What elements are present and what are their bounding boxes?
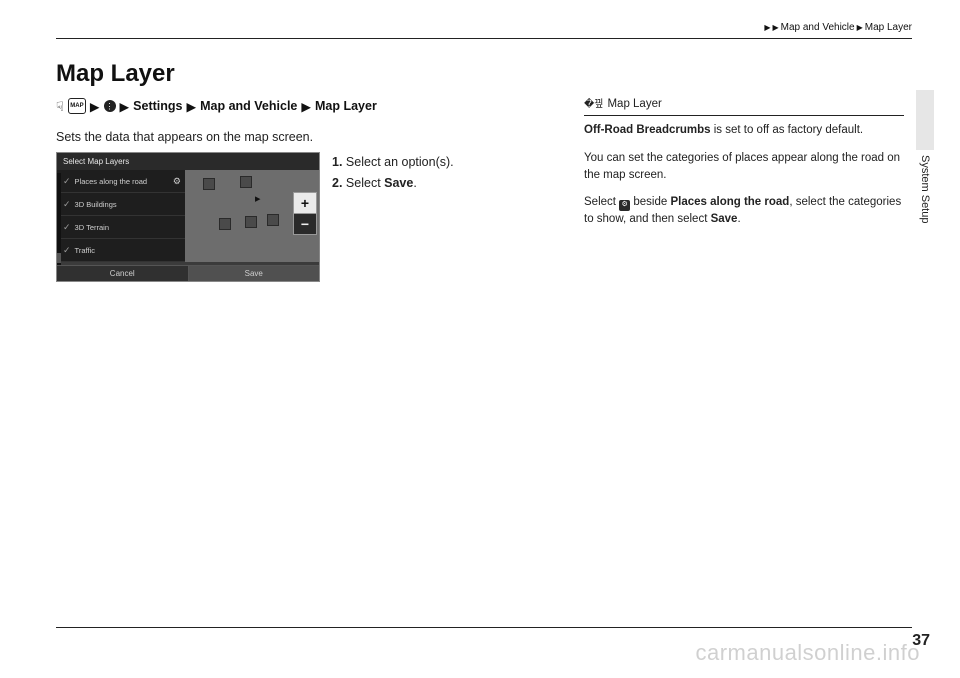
step-text: . <box>413 176 416 190</box>
map-pin-icon <box>203 178 215 190</box>
info-text: You can set the categories of places app… <box>584 150 904 185</box>
ss-item[interactable]: ✓3D Terrain <box>57 216 185 239</box>
step-text: Select an option(s). <box>346 155 454 169</box>
watermark: carmanualsonline.info <box>695 640 920 666</box>
page: ▶▶ Map and Vehicle ▶ Map Layer System Se… <box>0 0 960 678</box>
scrollbar[interactable] <box>57 173 61 265</box>
chevron-icon: ▶ <box>301 99 311 114</box>
chevron-icon: ▶ <box>90 99 100 114</box>
steps: 1. Select an option(s). 2. Select Save. <box>332 152 454 195</box>
chevron-icon: ▶ <box>857 23 863 32</box>
thumb-tab <box>916 90 934 150</box>
map-pin-icon <box>240 176 252 188</box>
ss-item[interactable]: ✓Traffic <box>57 239 185 262</box>
map-icon: MAP <box>68 98 86 114</box>
gear-icon: ⚙ <box>619 200 630 211</box>
map-pin-icon <box>219 218 231 230</box>
check-icon: ✓ <box>63 176 71 187</box>
note-icon: �끺 <box>584 97 603 112</box>
gear-icon[interactable]: ⚙ <box>173 176 181 187</box>
save-button[interactable]: Save <box>188 265 320 281</box>
ss-item[interactable]: ✓3D Buildings <box>57 193 185 216</box>
info-text: Select ⚙ beside Places along the road, s… <box>584 194 904 229</box>
menu-icon: ⋮ <box>104 100 116 112</box>
check-icon: ✓ <box>63 222 71 233</box>
map-pin-icon <box>267 214 279 226</box>
check-icon: ✓ <box>63 245 71 256</box>
zoom-controls: + − <box>293 192 315 234</box>
step-number: 1. <box>332 155 342 169</box>
content-row: Select Map Layers ✓Places along the road… <box>56 152 576 282</box>
cancel-button[interactable]: Cancel <box>57 265 188 281</box>
info-sidebar: �끺 Map Layer Off-Road Breadcrumbs is set… <box>584 96 904 239</box>
chevron-icon: ▶ <box>186 99 196 114</box>
info-header: �끺 Map Layer <box>584 96 904 116</box>
info-title: Map Layer <box>607 96 661 113</box>
divider <box>56 38 912 39</box>
ss-list: ✓Places along the road⚙ ✓3D Buildings ✓3… <box>57 170 185 262</box>
nav-path: ☟ MAP ▶ ⋮ ▶ Settings ▶ Map and Vehicle ▶… <box>56 98 576 114</box>
cursor-icon: ▸ <box>255 192 261 205</box>
nav-step: Settings <box>133 99 182 113</box>
zoom-out-button[interactable]: − <box>293 213 317 235</box>
breadcrumb-seg: Map and Vehicle <box>781 22 855 33</box>
screenshot-mock: Select Map Layers ✓Places along the road… <box>56 152 320 282</box>
description: Sets the data that appears on the map sc… <box>56 130 576 144</box>
info-text: Off-Road Breadcrumbs is set to off as fa… <box>584 122 904 139</box>
section-label: System Setup <box>919 155 931 223</box>
ss-map: ▸ + − <box>185 170 319 262</box>
zoom-in-button[interactable]: + <box>293 192 317 214</box>
ss-item[interactable]: ✓Places along the road⚙ <box>57 170 185 193</box>
chevron-icon: ▶ <box>764 23 770 32</box>
page-title: Map Layer <box>56 60 576 88</box>
breadcrumb: ▶▶ Map and Vehicle ▶ Map Layer <box>764 22 912 33</box>
nav-step: Map Layer <box>315 99 377 113</box>
chevron-icon: ▶ <box>120 99 130 114</box>
main-column: Map Layer ☟ MAP ▶ ⋮ ▶ Settings ▶ Map and… <box>56 60 576 282</box>
breadcrumb-seg: Map Layer <box>865 22 912 33</box>
step-text: Select <box>346 176 384 190</box>
divider <box>56 627 912 628</box>
nav-step: Map and Vehicle <box>200 99 297 113</box>
ss-title: Select Map Layers <box>57 153 319 170</box>
check-icon: ✓ <box>63 199 71 210</box>
tap-icon: ☟ <box>56 99 64 115</box>
map-pin-icon <box>245 216 257 228</box>
step-number: 2. <box>332 176 342 190</box>
chevron-icon: ▶ <box>772 23 778 32</box>
step-bold: Save <box>384 176 413 190</box>
